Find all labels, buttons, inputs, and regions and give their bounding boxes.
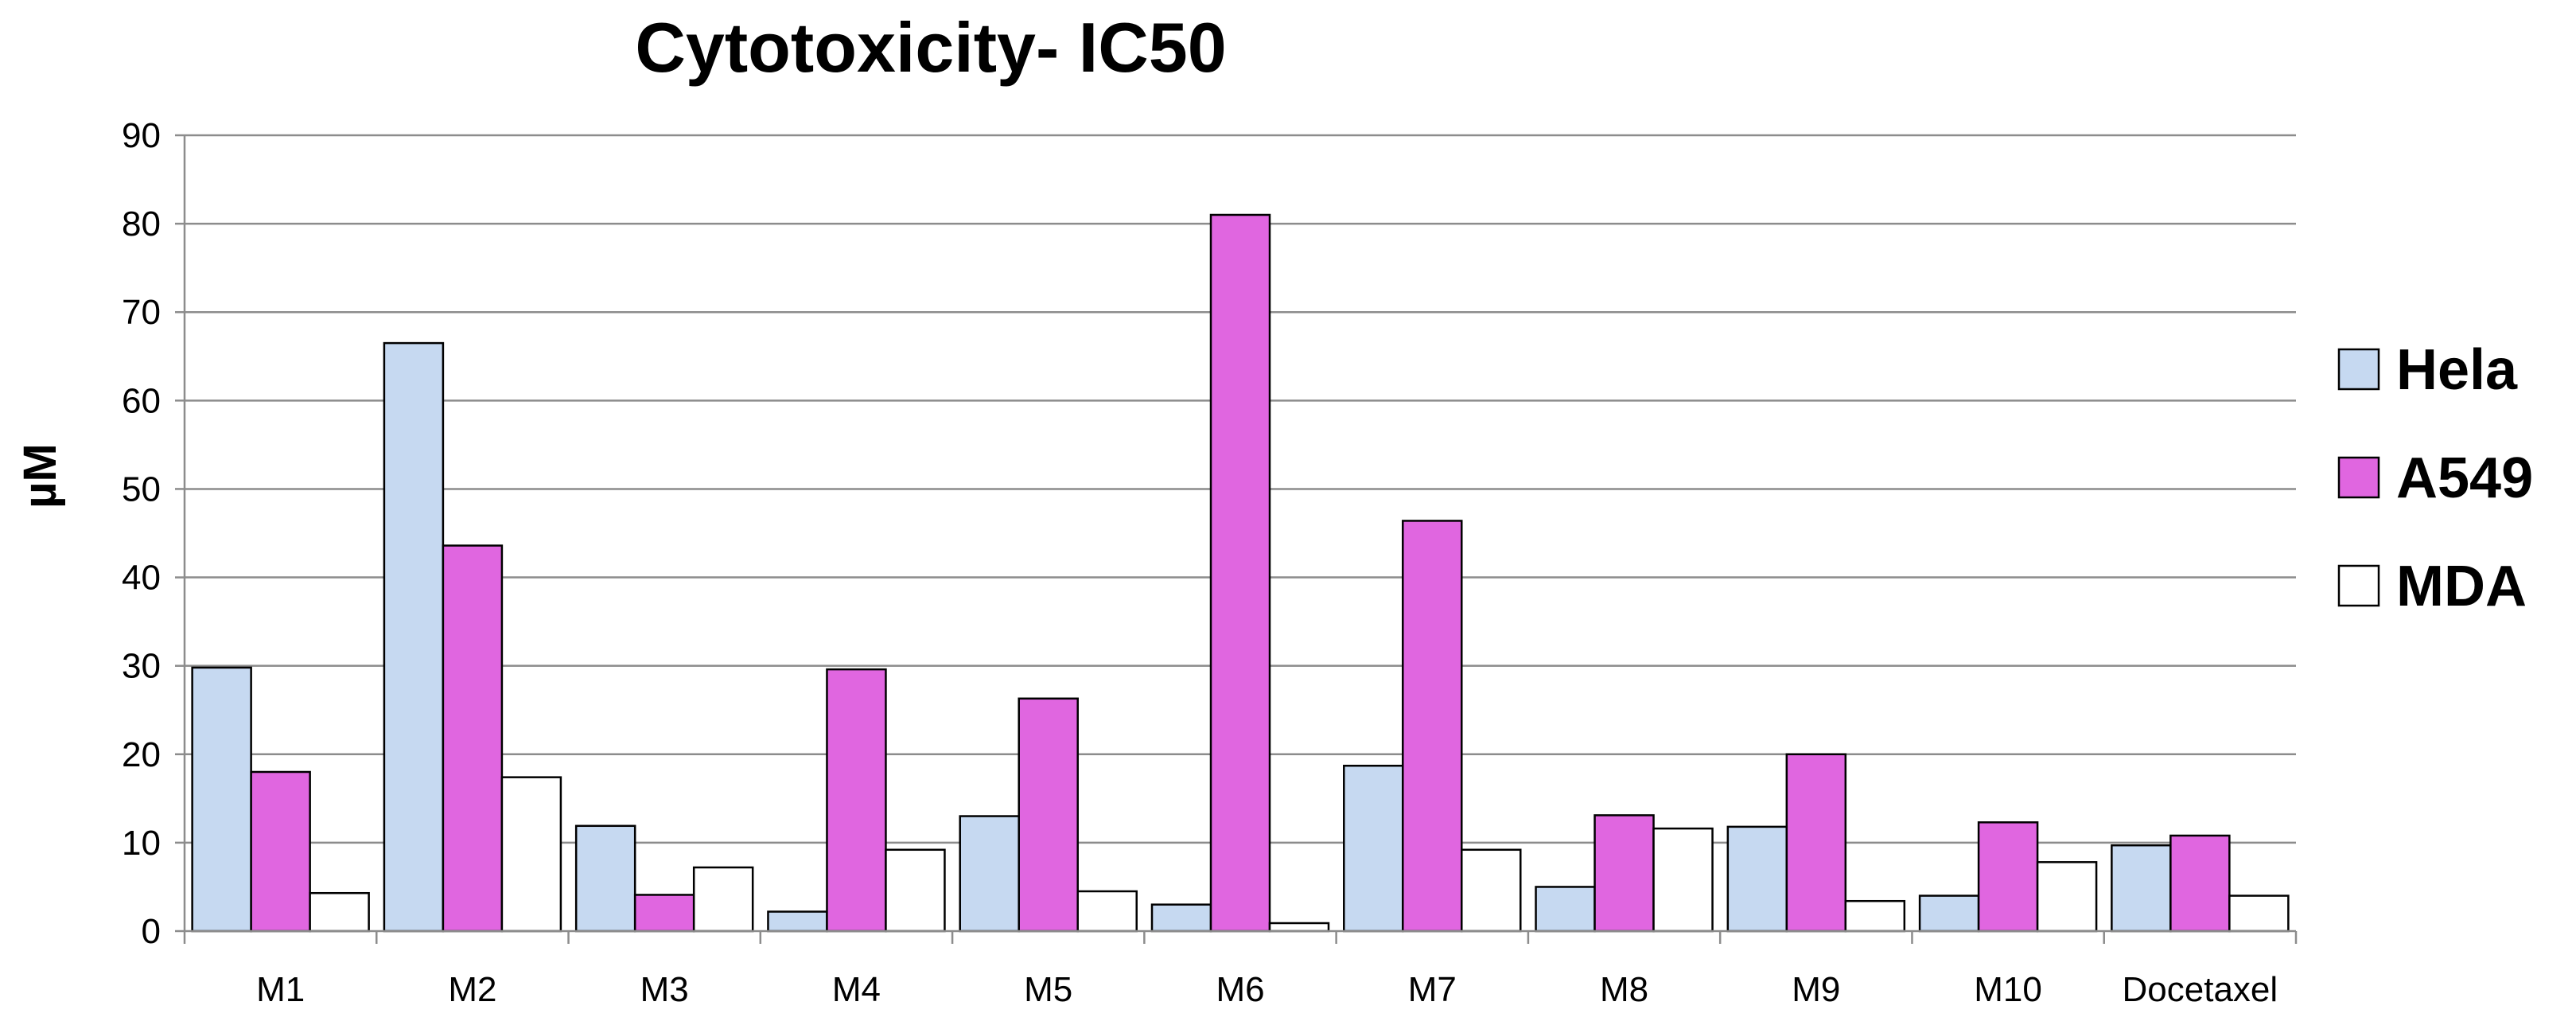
legend-swatch-mda	[2337, 564, 2380, 607]
bar-mda-m4	[885, 848, 946, 933]
bar-mda-m5	[1076, 890, 1138, 933]
bar-mda-m2	[500, 776, 562, 933]
x-tick-label-m10: M10	[1974, 970, 2042, 1009]
y-axis-label: µM	[14, 443, 66, 509]
y-tick-label-50: 50	[122, 470, 161, 509]
bar-hela-m10	[1918, 894, 1980, 933]
y-tick-label-90: 90	[122, 116, 161, 155]
legend: Hela A549 MDA	[2337, 338, 2533, 618]
bar-a549-m1	[250, 770, 311, 933]
bar-mda-m9	[1844, 899, 1906, 933]
x-tick-labels: M1 M2 M3 M4 M5 M6 M7 M8 M9 M10 Docetaxel	[256, 970, 2278, 1009]
bar-hela-m8	[1535, 886, 1596, 933]
bar-a549-m9	[1785, 753, 1847, 933]
y-tick-label-30: 30	[122, 647, 161, 686]
bar-mda-m7	[1461, 848, 1522, 933]
chart-title: Cytotoxicity- IC50	[635, 8, 1226, 87]
bar-a549-m4	[826, 668, 887, 933]
bar-a549-m10	[1977, 821, 2039, 933]
bar-mda-m3	[692, 866, 754, 933]
bar-hela-m3	[574, 824, 636, 933]
legend-label-a549: A549	[2396, 446, 2533, 510]
bar-a549-m3	[633, 894, 695, 933]
x-tick-label-m3: M3	[640, 970, 689, 1009]
x-tick-label-m8: M8	[1600, 970, 1648, 1009]
bar-a549-docetaxel	[2169, 834, 2231, 933]
bar-a549-m6	[1209, 213, 1271, 933]
x-tick-label-m2: M2	[448, 970, 496, 1009]
bar-mda-m10	[2036, 861, 2098, 933]
legend-label-mda: MDA	[2396, 555, 2527, 618]
bar-mda-m8	[1652, 827, 1714, 933]
y-tick-label-80: 80	[122, 205, 161, 244]
bar-mda-m1	[309, 891, 370, 933]
legend-swatch-a549	[2337, 456, 2380, 499]
bar-hela-m1	[191, 666, 252, 933]
bar-hela-m2	[383, 341, 445, 933]
y-tick-label-20: 20	[122, 735, 161, 774]
bar-hela-m6	[1150, 903, 1212, 933]
y-tick-label-10: 10	[122, 824, 161, 863]
bar-hela-m9	[1726, 825, 1788, 933]
bar-hela-m7	[1343, 764, 1404, 933]
x-tick-label-m9: M9	[1792, 970, 1840, 1009]
bar-a549-m2	[442, 544, 504, 933]
bar-a549-m7	[1402, 520, 1463, 933]
y-tick-label-0: 0	[142, 912, 161, 951]
bar-a549-m5	[1018, 697, 1079, 933]
x-tick-label-m6: M6	[1216, 970, 1264, 1009]
bar-hela-m4	[767, 910, 828, 933]
bar-mda-m6	[1268, 922, 1330, 933]
bars	[191, 213, 2290, 933]
legend-swatch-hela	[2337, 348, 2380, 391]
bar-a549-m8	[1593, 814, 1655, 933]
bar-hela-m5	[959, 815, 1020, 933]
legend-label-hela: Hela	[2396, 338, 2518, 402]
x-tick-label-m4: M4	[832, 970, 881, 1009]
bar-mda-docetaxel	[2228, 894, 2290, 933]
y-tick-label-70: 70	[122, 293, 161, 332]
x-tick-label-m1: M1	[256, 970, 305, 1009]
x-tick-label-docetaxel: Docetaxel	[2123, 970, 2278, 1009]
axes	[175, 134, 2298, 944]
x-tick-label-m7: M7	[1408, 970, 1457, 1009]
y-tick-label-60: 60	[122, 381, 161, 420]
bar-hela-docetaxel	[2111, 844, 2172, 933]
y-tick-labels: 0 10 20 30 40 50 60 70 80 90	[122, 116, 161, 951]
x-tick-label-m5: M5	[1024, 970, 1072, 1009]
y-tick-label-40: 40	[122, 559, 161, 598]
